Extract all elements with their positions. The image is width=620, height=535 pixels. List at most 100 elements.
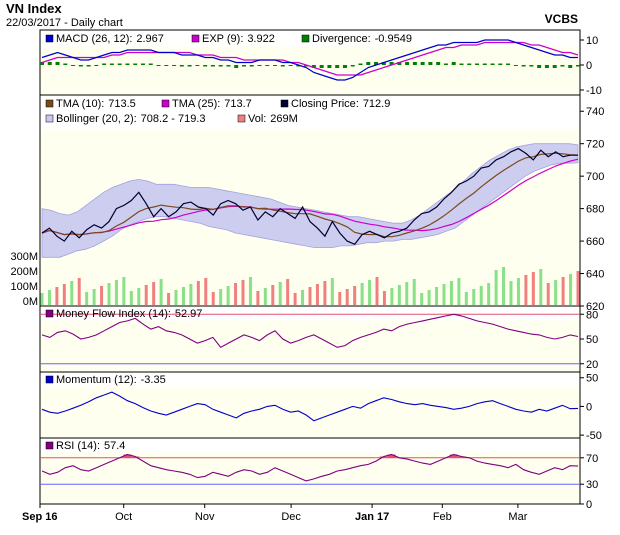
x-tick-label: Sep 16 (22, 511, 57, 523)
y-tick-label: 620 (586, 301, 604, 313)
volume-bar (167, 293, 171, 305)
y-tick-label: -10 (586, 85, 602, 97)
legend-money-flow-index-value: 52.97 (175, 308, 203, 320)
legend-macd-colon: : (129, 33, 132, 45)
legend-exp-colon: : (240, 33, 243, 45)
bollinger-band (41, 143, 579, 258)
volume-bar (293, 293, 297, 305)
y-tick-label: 20 (586, 359, 598, 371)
legend-bollinger-swatch (45, 114, 54, 123)
divergence-bar (109, 63, 114, 65)
divergence-bar (288, 65, 293, 66)
divergence-bar (203, 65, 208, 67)
exp-line (41, 41, 579, 76)
divergence-bar (350, 65, 355, 67)
volume-bar (345, 289, 349, 305)
divergence-bar (389, 62, 394, 65)
x-tick-label: Jan 17 (355, 511, 389, 523)
volume-bar (338, 292, 342, 305)
volume-bar (211, 292, 215, 305)
legend-money-flow-index-swatch (45, 309, 54, 318)
volume-bar (204, 278, 208, 305)
divergence-bar (102, 63, 107, 65)
divergence-bar (133, 63, 138, 65)
legend-macd-value: 2.967 (136, 33, 164, 45)
divergence-bar (241, 65, 246, 67)
divergence-bar (498, 63, 503, 65)
volume-tick-label: 100M (10, 281, 38, 293)
divergence-bar (187, 65, 192, 67)
divergence-bar (544, 65, 549, 68)
y-tick-label: 70 (586, 453, 598, 465)
tma10-line (41, 152, 579, 238)
divergence-bar (86, 65, 91, 67)
closing-price-line (41, 147, 579, 246)
volume-bar (435, 287, 439, 305)
legend-tma10-name: TMA (10) (56, 98, 101, 110)
divergence-bar (234, 65, 239, 68)
y-tick-label: 50 (586, 373, 598, 385)
y-tick-label: 30 (586, 479, 598, 491)
volume-bar (330, 278, 334, 305)
volume-bar (390, 288, 394, 305)
volume-bar (576, 271, 580, 305)
divergence-bar (117, 63, 122, 65)
volume-bar (248, 277, 252, 305)
volume-bar (263, 288, 267, 305)
y-tick-label: 0 (586, 499, 592, 511)
volume-bar (196, 281, 200, 305)
y-tick-label: 640 (586, 269, 604, 281)
legend-bollinger-value: 708.2 - 719.3 (141, 113, 206, 125)
volume-bar (449, 281, 453, 305)
divergence-bar (210, 65, 215, 67)
divergence-bar (428, 62, 433, 65)
broker-label: VCBS (545, 12, 578, 26)
legend-divergence-swatch (301, 34, 310, 43)
legend-tma25-swatch (161, 99, 170, 108)
volume-bar (77, 278, 81, 305)
volume-bar (487, 283, 491, 305)
volume-bar (353, 286, 357, 305)
volume-bar (427, 290, 431, 305)
divergence-bar (195, 65, 200, 66)
legend-close-name: Closing Price (291, 98, 356, 110)
volume-bar (137, 288, 141, 305)
volume-bar (531, 272, 535, 305)
divergence-bar (420, 62, 425, 65)
legend-exp-swatch (191, 34, 200, 43)
x-axis: Sep 16 Oct Nov Dec Jan 17 Feb Mar (22, 504, 528, 523)
volume-bar (516, 278, 520, 305)
divergence-bar (265, 65, 270, 66)
divergence-bar (47, 62, 52, 65)
volume-bar (301, 290, 305, 305)
legend-bollinger-name: Bollinger (20, 2) (56, 113, 134, 125)
volume-bar (226, 286, 230, 305)
volume-bar (405, 282, 409, 305)
volume-bar (315, 284, 319, 305)
volume-bar (375, 277, 379, 305)
legend-momentum-value: -3.35 (141, 374, 166, 386)
volume-bar (129, 291, 133, 305)
divergence-bar (280, 65, 285, 67)
panel-legend-bg-4 (40, 438, 580, 453)
x-tick-label: Feb (433, 511, 452, 523)
divergence-bar (327, 65, 332, 68)
divergence-bar (381, 62, 386, 65)
volume-bar (234, 283, 238, 305)
divergence-bar (218, 65, 223, 67)
divergence-bar (94, 65, 99, 66)
volume-bar (442, 284, 446, 305)
y-tick-label: 680 (586, 204, 604, 216)
divergence-bar (412, 62, 417, 65)
macd-line (41, 39, 578, 81)
divergence-bar (179, 65, 184, 67)
volume-bar (47, 290, 51, 305)
divergence-bar (568, 65, 573, 68)
overbought-fill (449, 454, 458, 458)
volume-bar (219, 289, 223, 305)
legend-rsi-colon: : (97, 440, 100, 452)
volume-bar (509, 281, 513, 305)
legend-momentum-name: Momentum (12) (56, 374, 134, 386)
x-tick-label: Oct (115, 511, 132, 523)
